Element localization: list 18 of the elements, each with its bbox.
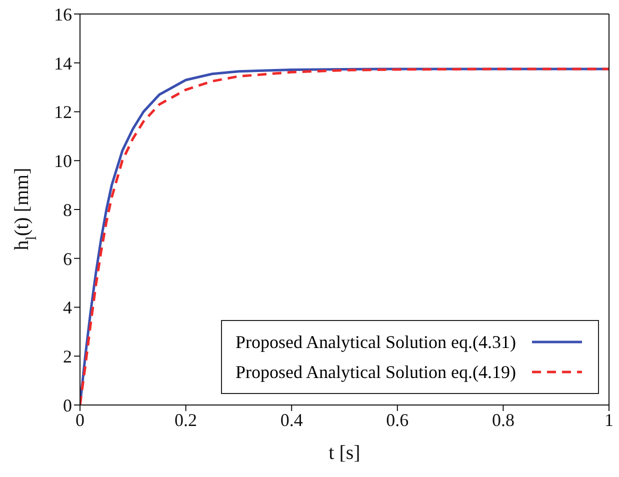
y-tick-label: 0 [63, 395, 72, 416]
x-tick-label: 0.2 [174, 410, 198, 430]
x-axis-title: t [s] [328, 442, 360, 464]
y-tick-label: 8 [63, 200, 72, 220]
y-tick-label: 16 [54, 4, 72, 24]
y-tick-label: 14 [54, 53, 72, 74]
y-tick-label: 10 [54, 151, 72, 172]
x-tick-label: 0.8 [492, 410, 514, 430]
y-tick-label: 6 [63, 248, 72, 269]
x-tick-label: 0.6 [386, 410, 409, 430]
legend-label: Proposed Analytical Solution eq.(4.31) [236, 331, 516, 354]
legend-label: Proposed Analytical Solution eq.(4.19) [236, 361, 516, 384]
y-tick-label: 12 [54, 102, 72, 122]
y-tick-label: 4 [63, 298, 72, 318]
x-tick-label: 0 [76, 410, 84, 430]
y-tick-label: 2 [63, 346, 72, 367]
x-tick-label: 0.4 [280, 410, 303, 430]
x-tick-label: 1 [604, 410, 614, 430]
